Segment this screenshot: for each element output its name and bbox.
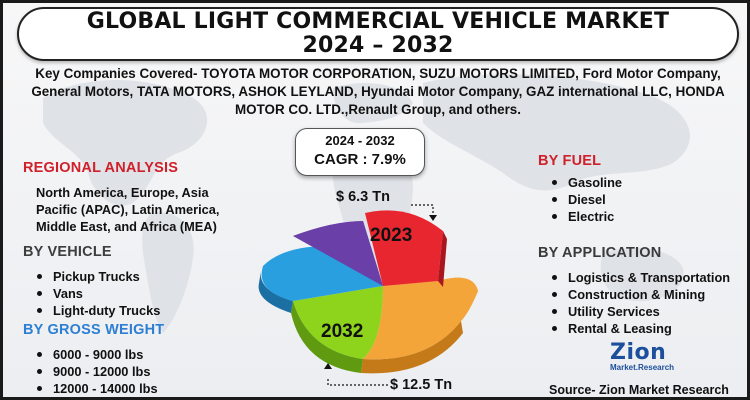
list-item: Diesel	[548, 191, 622, 208]
vehicle-list: Pickup Trucks Vans Light-duty Trucks	[33, 268, 160, 319]
by-vehicle-title: BY VEHICLE	[23, 244, 112, 260]
source-text: Source- Zion Market Research	[549, 383, 729, 397]
list-item: Electric	[548, 208, 622, 225]
list-item: Utility Services	[548, 303, 730, 320]
list-item: Construction & Mining	[548, 286, 730, 303]
application-list: Logistics & Transportation Construction …	[548, 269, 730, 337]
list-item: 6000 - 9000 lbs	[33, 346, 158, 363]
by-application-title: BY APPLICATION	[538, 245, 662, 261]
leader-arrow-2032	[324, 363, 332, 369]
pie-slice-red	[365, 210, 443, 286]
pie-slice-orange-ext	[363, 277, 478, 360]
cagr-period: 2024 - 2032	[325, 133, 395, 148]
list-item: Pickup Trucks	[33, 268, 160, 285]
cagr-box: 2024 - 2032 CAGR : 7.9%	[295, 128, 425, 176]
pie-depth-orange	[361, 321, 463, 374]
pie-slice-green	[293, 286, 383, 359]
key-companies-text: Key Companies Covered- TOYOTA MOTOR CORP…	[31, 66, 725, 117]
by-gross-weight-title: BY GROSS WEIGHT	[23, 322, 165, 338]
title-line-2: 2024 – 2032	[302, 33, 454, 58]
fuel-list: Gasoline Diesel Electric	[548, 174, 622, 225]
list-item: 12000 - 14000 lbs	[33, 380, 158, 397]
leader-line-2023	[411, 204, 434, 217]
list-item: 9000 - 12000 lbs	[33, 363, 158, 380]
value-2032: $ 12.5 Tn	[390, 377, 453, 393]
list-item: Rental & Leasing	[548, 320, 730, 337]
value-2023: $ 6.3 Tn	[336, 189, 390, 205]
list-item: Vans	[33, 285, 160, 302]
market-pie-chart: 2023 2032	[258, 204, 478, 386]
regional-analysis-text: North America, Europe, Asia Pacific (APA…	[36, 185, 220, 234]
pie-slice-purple-fill	[293, 221, 383, 286]
leader-arrow-2023	[429, 215, 437, 221]
pie-label-2023: 2023	[370, 225, 412, 246]
regional-analysis-title: REGIONAL ANALYSIS	[23, 160, 179, 176]
pie-label-2032: 2032	[321, 321, 363, 342]
list-item: Logistics & Transportation	[548, 269, 730, 286]
list-item: Gasoline	[548, 174, 622, 191]
title-line-1: GLOBAL LIGHT COMMERCIAL VEHICLE MARKET	[86, 9, 670, 34]
title-banner: GLOBAL LIGHT COMMERCIAL VEHICLE MARKET 2…	[17, 7, 739, 61]
zion-logo: Zion Market.Research	[610, 340, 690, 388]
pie-depth-red	[438, 231, 447, 287]
gross-weight-list: 6000 - 9000 lbs 9000 - 12000 lbs 12000 -…	[33, 346, 158, 397]
logo-subtitle: Market.Research	[610, 363, 675, 372]
logo-name: Zion	[610, 340, 667, 365]
pie-slice-blue	[261, 246, 383, 301]
by-fuel-title: BY FUEL	[538, 153, 602, 169]
pie-depth-green	[291, 301, 363, 373]
leader-line-2032	[327, 379, 388, 386]
list-item: Light-duty Trucks	[33, 302, 160, 319]
cagr-value: CAGR : 7.9%	[314, 151, 406, 168]
pie-depth-blue	[258, 271, 293, 313]
